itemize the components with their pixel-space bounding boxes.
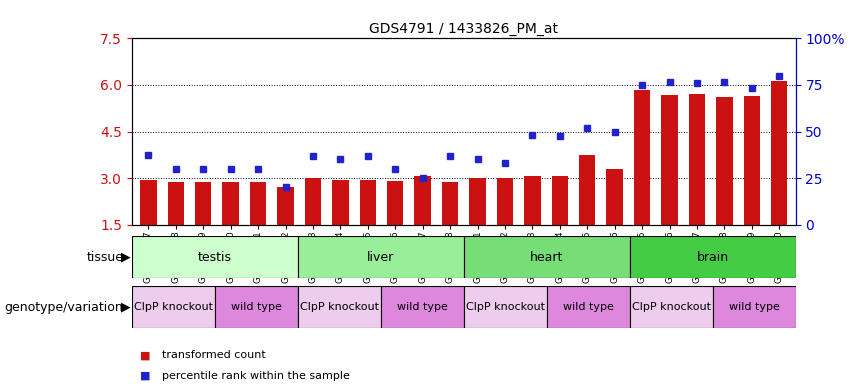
Text: ▶: ▶ xyxy=(122,301,131,314)
Bar xyxy=(132,286,214,328)
Text: ClpP knockout: ClpP knockout xyxy=(631,302,711,312)
Bar xyxy=(387,182,403,225)
Text: ClpP knockout: ClpP knockout xyxy=(300,302,379,312)
Bar xyxy=(332,180,349,225)
Bar xyxy=(579,155,596,225)
Bar xyxy=(381,286,464,328)
Bar xyxy=(551,176,568,225)
Bar xyxy=(771,81,787,225)
Bar xyxy=(214,286,298,328)
Text: percentile rank within the sample: percentile rank within the sample xyxy=(162,371,350,381)
Text: testis: testis xyxy=(198,251,231,264)
Text: ClpP knockout: ClpP knockout xyxy=(134,302,213,312)
Text: brain: brain xyxy=(697,251,728,264)
Text: wild type: wild type xyxy=(563,302,614,312)
Bar xyxy=(222,182,239,225)
Bar xyxy=(250,182,266,225)
Bar xyxy=(630,236,796,278)
Bar xyxy=(630,286,712,328)
Bar xyxy=(744,96,760,225)
Bar xyxy=(360,180,376,225)
Bar xyxy=(442,182,459,225)
Text: tissue: tissue xyxy=(87,251,123,264)
Text: liver: liver xyxy=(367,251,395,264)
Text: ClpP knockout: ClpP knockout xyxy=(465,302,545,312)
Text: wild type: wild type xyxy=(231,302,282,312)
Bar xyxy=(298,286,381,328)
Bar xyxy=(132,236,298,278)
Bar xyxy=(547,286,630,328)
Bar xyxy=(688,94,705,225)
Text: ■: ■ xyxy=(140,350,151,360)
Bar xyxy=(607,169,623,225)
Text: ▶: ▶ xyxy=(122,251,131,264)
Text: genotype/variation: genotype/variation xyxy=(4,301,123,314)
Bar xyxy=(168,182,184,225)
Bar xyxy=(713,286,796,328)
Bar xyxy=(195,182,211,225)
Text: transformed count: transformed count xyxy=(162,350,266,360)
Text: heart: heart xyxy=(530,251,563,264)
Text: wild type: wild type xyxy=(397,302,448,312)
Bar xyxy=(298,236,464,278)
Text: ■: ■ xyxy=(140,371,151,381)
Bar xyxy=(140,180,157,225)
Bar xyxy=(497,178,513,225)
Bar xyxy=(717,97,733,225)
Bar xyxy=(524,176,540,225)
Bar xyxy=(414,176,431,225)
Bar xyxy=(277,187,294,225)
Text: wild type: wild type xyxy=(728,302,780,312)
Bar xyxy=(464,286,547,328)
Title: GDS4791 / 1433826_PM_at: GDS4791 / 1433826_PM_at xyxy=(369,22,558,36)
Bar xyxy=(464,236,630,278)
Bar xyxy=(661,95,677,225)
Bar xyxy=(469,178,486,225)
Bar xyxy=(305,178,321,225)
Bar xyxy=(634,89,650,225)
